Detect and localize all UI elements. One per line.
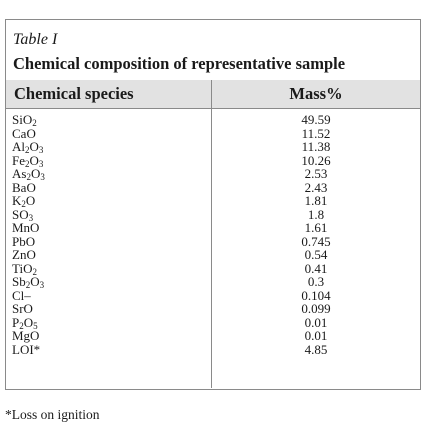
species-cell: PbO xyxy=(12,233,36,249)
table-row: BaO 2.43 xyxy=(6,179,420,195)
table-row: K2O 1.81 xyxy=(6,193,420,209)
species-cell: ZnO xyxy=(12,247,36,262)
column-header-species: Chemical species xyxy=(14,84,134,103)
table-row: LOI* 4.85 xyxy=(6,341,420,357)
species-cell: Sb2O3 xyxy=(12,274,45,290)
table-frame xyxy=(5,19,421,390)
table-row: As2O3 2.53 xyxy=(6,166,420,182)
mass-cell: 0.54 xyxy=(304,247,328,262)
table-row: SO3 1.8 xyxy=(6,206,420,223)
table-row: Sb2O3 0.3 xyxy=(6,274,420,290)
mass-cell: 0.01 xyxy=(304,328,328,343)
mass-cell: 1.8 xyxy=(307,206,325,222)
table-row: PbO 0.745 xyxy=(6,233,420,249)
species-cell: SrO xyxy=(12,301,33,316)
species-cell: LOI* xyxy=(12,341,41,357)
species-cell: Fe2O3 xyxy=(12,152,44,169)
table-row: MnO 1.61 xyxy=(6,221,420,235)
table-row: P2O5 0.01 xyxy=(6,314,420,331)
mass-cell: 4.85 xyxy=(304,341,328,357)
table-body: SiO2 49.59 CaO 11.52 Al2O3 11.38 Fe2O3 10.26 As2… xyxy=(6,113,420,356)
mass-cell: 11.38 xyxy=(301,139,331,154)
table-row: MgO 0.01 xyxy=(6,329,420,343)
species-cell: BaO xyxy=(12,179,36,195)
mass-cell: 10.26 xyxy=(301,152,331,168)
species-cell: TiO2 xyxy=(12,260,37,277)
mass-cell: 0.104 xyxy=(301,287,331,303)
column-header-mass: Mass% xyxy=(289,84,343,103)
table-row: ZnO 0.54 xyxy=(6,248,420,262)
table-row: Cl– 0.104 xyxy=(6,287,420,303)
species-cell: SiO2 xyxy=(12,112,37,128)
table-footnote: *Loss on ignition xyxy=(5,407,100,422)
mass-cell: 0.01 xyxy=(304,314,328,330)
table-row: CaO 11.52 xyxy=(6,125,420,141)
species-cell: MnO xyxy=(12,220,40,235)
mass-cell: 11.52 xyxy=(301,125,331,141)
table-row: Fe2O3 10.26 xyxy=(6,152,420,169)
mass-cell: 0.745 xyxy=(301,233,331,249)
table-row: TiO2 0.41 xyxy=(6,260,420,277)
column-divider xyxy=(211,80,212,388)
table-row: SrO 0.099 xyxy=(6,302,420,316)
table-label: Table I xyxy=(13,31,58,48)
table-caption: Chemical composition of representative s… xyxy=(13,54,346,73)
species-cell: K2O xyxy=(12,193,36,209)
mass-cell: 1.61 xyxy=(304,220,328,235)
table-header-background xyxy=(6,80,420,108)
mass-cell: 49.59 xyxy=(301,112,331,127)
mass-cell: 2.43 xyxy=(304,179,328,195)
species-cell: Al2O3 xyxy=(12,139,44,155)
mass-cell: 0.099 xyxy=(301,301,331,316)
species-cell: P2O5 xyxy=(12,314,38,331)
species-cell: As2O3 xyxy=(12,166,45,182)
species-cell: SO3 xyxy=(12,206,34,223)
table-row: Al2O3 11.38 xyxy=(6,139,420,155)
species-cell: MgO xyxy=(12,328,40,343)
table-row: SiO2 49.59 xyxy=(6,112,420,128)
header-rule xyxy=(6,108,420,109)
mass-cell: 2.53 xyxy=(304,166,328,181)
mass-cell: 0.3 xyxy=(307,274,325,289)
species-cell: Cl– xyxy=(12,287,31,303)
mass-cell: 1.81 xyxy=(304,193,328,208)
species-cell: CaO xyxy=(12,125,36,141)
mass-cell: 0.41 xyxy=(304,260,328,276)
